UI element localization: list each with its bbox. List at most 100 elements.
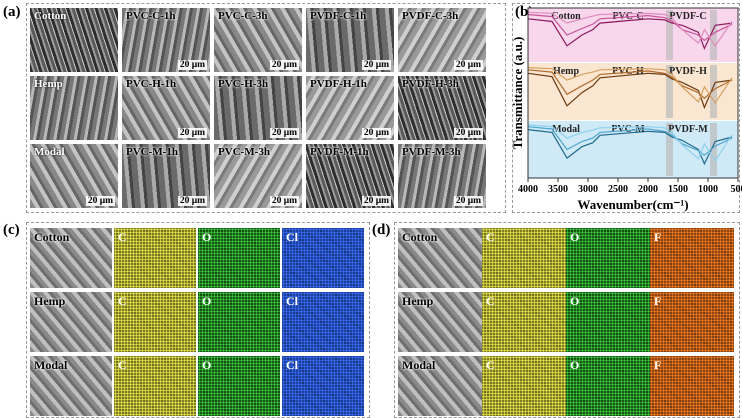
eds-map: F — [650, 356, 734, 416]
scale-bar: 20 μm — [177, 60, 207, 70]
sem-image: Cotton — [30, 8, 118, 72]
row-label: Cotton — [34, 230, 70, 244]
scale-bar: 20 μm — [453, 196, 483, 206]
sem-image: PVDF-C-1h 20 μm — [306, 8, 394, 72]
element-label: C — [486, 294, 495, 308]
sem-image: Modal 20 μm — [30, 144, 118, 208]
panel-label: (c) — [3, 222, 20, 238]
sem-image: PVC-M-1h 20 μm — [122, 144, 210, 208]
legend-label: PVDF-H — [669, 66, 707, 77]
scale-bar: 20 μm — [453, 60, 483, 70]
row-label: Modal — [34, 358, 68, 372]
sample-label: PVC-M-3h — [218, 146, 270, 158]
sem-image: PVC-C-1h 20 μm — [122, 8, 210, 72]
panel-frame — [512, 3, 740, 213]
sample-label: PVDF-C-1h — [310, 10, 367, 22]
sample-label: PVC-H-1h — [126, 78, 177, 90]
highlight — [710, 10, 717, 60]
sample-label: PVDF-H-3h — [402, 78, 459, 90]
sample-label: PVC-H-3h — [218, 78, 269, 90]
x-tick-label: 500 — [731, 184, 742, 195]
eds-map: O — [566, 228, 650, 288]
element-label: O — [570, 358, 580, 372]
spectrum-line — [527, 124, 733, 163]
eds-map: C — [482, 292, 566, 352]
row-label: Cotton — [34, 10, 67, 22]
sem-image: Cotton — [30, 228, 112, 288]
highlight — [710, 65, 717, 118]
element-label: C — [486, 230, 495, 244]
row-label: Cotton — [402, 230, 438, 244]
highlight — [666, 123, 673, 176]
scale-bar: 20 μm — [269, 196, 299, 206]
sem-image: Cotton — [398, 228, 482, 288]
sample-label: PVDF-C-3h — [402, 10, 459, 22]
sem-image: PVDF-M-3h 20 μm — [398, 144, 486, 208]
sem-image: Hemp — [30, 76, 118, 140]
eds-map: Cl — [282, 228, 364, 288]
spectrum-line — [527, 67, 733, 104]
scale-bar: 20 μm — [177, 128, 207, 138]
eds-map: C — [482, 356, 566, 416]
highlight — [710, 123, 717, 176]
spectrum-line — [527, 129, 733, 166]
sem-image: Hemp — [398, 292, 482, 352]
sem-image: PVC-H-3h 20 μm — [214, 76, 302, 140]
eds-map: C — [114, 228, 196, 288]
legend-label: PVDF-C — [669, 11, 706, 22]
element-label: O — [570, 294, 580, 308]
eds-map: C — [114, 356, 196, 416]
highlight — [666, 65, 673, 118]
scale-bar: 20 μm — [269, 60, 299, 70]
highlight — [666, 10, 673, 60]
sem-image: PVDF-H-1h 20 μm — [306, 76, 394, 140]
element-label: Cl — [286, 230, 298, 244]
sample-label: PVC-C-1h — [126, 10, 176, 22]
scale-bar: 20 μm — [361, 60, 391, 70]
element-label: Cl — [286, 358, 298, 372]
x-tick-label: 3500 — [548, 184, 568, 195]
x-tick-label: 4000 — [518, 184, 538, 195]
scale-bar: 20 μm — [269, 128, 299, 138]
element-label: Cl — [286, 294, 298, 308]
legend-label: PVC-M — [611, 124, 645, 135]
sem-image: PVDF-H-3h 20 μm — [398, 76, 486, 140]
panel-frame — [26, 3, 506, 213]
sample-label: PVDF-M-1h — [310, 146, 369, 158]
sample-label: PVC-M-1h — [126, 146, 178, 158]
eds-map: Cl — [282, 356, 364, 416]
row-label: Hemp — [34, 294, 66, 308]
spectrum-line — [527, 72, 733, 110]
sem-image: Modal — [30, 356, 112, 416]
x-tick-label: 1000 — [698, 184, 718, 195]
spectrum-line — [527, 69, 733, 100]
eds-map: C — [114, 292, 196, 352]
row-label: Modal — [402, 358, 436, 372]
row-label: Hemp — [34, 78, 63, 90]
scale-bar: 20 μm — [453, 128, 483, 138]
sample-label: PVDF-M-3h — [402, 146, 461, 158]
legend-label: PVDF-M — [668, 124, 708, 135]
element-label: F — [654, 358, 662, 372]
scale-bar: 20 μm — [361, 128, 391, 138]
x-tick-label: 1500 — [668, 184, 688, 195]
scale-bar: 20 μm — [361, 196, 391, 206]
legend-label: Modal — [552, 124, 580, 135]
x-tick-label: 2000 — [638, 184, 658, 195]
eds-map: O — [198, 356, 280, 416]
sem-image: PVC-C-3h 20 μm — [214, 8, 302, 72]
legend-label: Cotton — [551, 11, 581, 22]
sem-image: PVC-M-3h 20 μm — [214, 144, 302, 208]
plot-frame — [527, 7, 739, 179]
element-label: O — [202, 230, 212, 244]
sem-image: PVDF-C-3h 20 μm — [398, 8, 486, 72]
eds-map: C — [482, 228, 566, 288]
y-axis-label: Transmittance (a.u.) — [510, 37, 525, 150]
sem-image: PVC-H-1h 20 μm — [122, 76, 210, 140]
sample-label: PVC-C-3h — [218, 10, 268, 22]
element-label: O — [570, 230, 580, 244]
sem-image: PVDF-M-1h 20 μm — [306, 144, 394, 208]
legend-label: Hemp — [553, 66, 580, 77]
eds-map: F — [650, 228, 734, 288]
